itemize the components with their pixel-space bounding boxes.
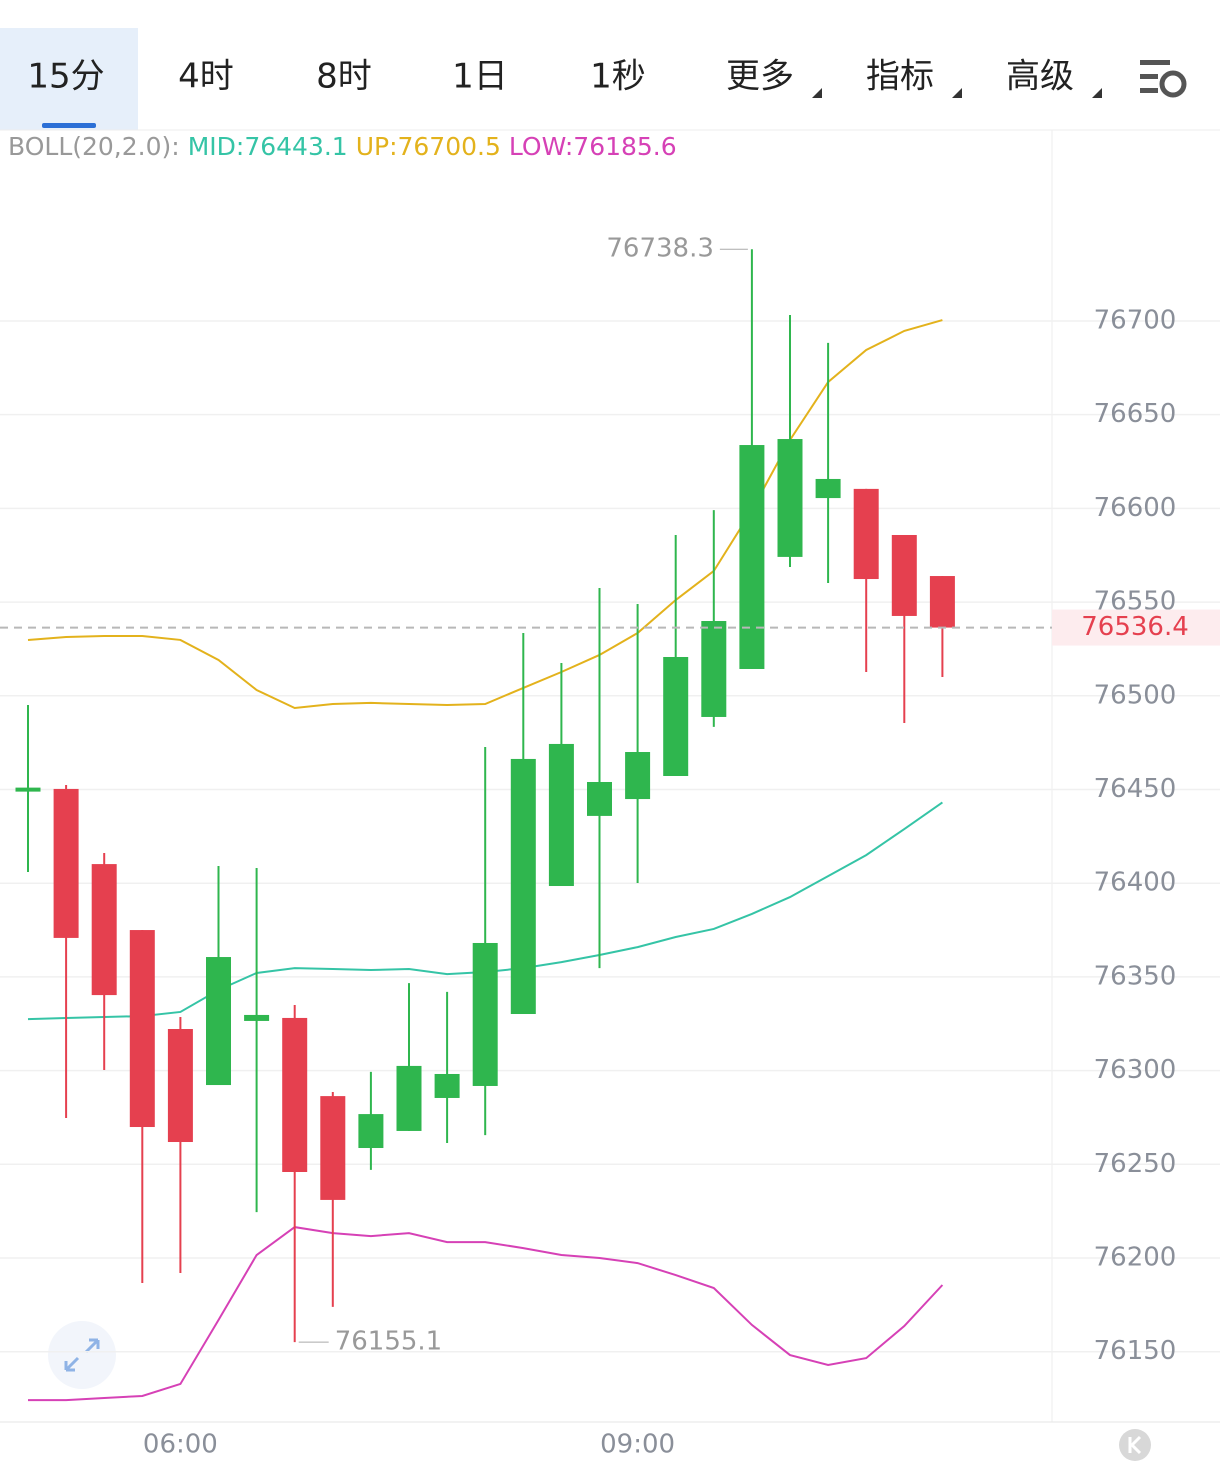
candle-body [701,621,727,717]
icon-gear [1159,70,1187,98]
candle-body [815,478,841,499]
candle-body [320,1096,346,1200]
candle-body [853,488,879,580]
tab[interactable]: 高级 [1006,57,1074,97]
last-price-label: 76536.4 [1081,612,1189,642]
icon-bar [1140,74,1158,79]
x-tick-label: 09:00 [600,1430,675,1460]
tab[interactable]: 8时 [316,57,372,97]
boll-line [28,1226,944,1402]
candle-body [739,445,765,669]
y-tick-label: 76500 [1094,680,1177,710]
legend-entry: UP:76700.5 [356,132,501,161]
candle-body [663,656,689,776]
active-tab-bg [0,28,138,130]
candle-body [472,942,498,1086]
tab[interactable]: 15分 [27,57,104,97]
candle-body [625,752,651,800]
y-tick-label: 76250 [1094,1149,1177,1179]
y-tick-label: 76600 [1094,493,1177,523]
boll-line [27,319,943,709]
y-tick-label: 76350 [1094,961,1177,991]
candle-body [129,930,155,1128]
candle-body [396,1065,422,1131]
candle-body [777,439,803,557]
candle-body [929,576,955,628]
logo-icon [1128,1435,1142,1455]
tab[interactable]: 1秒 [590,57,646,97]
expand-button[interactable] [48,1321,116,1389]
expand-icon [64,1338,100,1372]
candle-body [53,788,79,938]
high-label: 76738.3 [606,234,714,264]
candle-body [891,534,917,616]
tab[interactable]: 指标 [866,57,934,97]
y-tick-label: 76650 [1094,399,1177,429]
legend-title: BOLL(20,2.0): [8,132,180,161]
candle-body [206,957,231,1086]
y-tick-label: 76450 [1094,774,1177,804]
icon-bar [1140,88,1158,93]
candle-body [434,1073,460,1098]
y-tick-label: 76700 [1094,305,1177,335]
dropdown-arrow [1092,88,1102,98]
y-tick-label: 76200 [1094,1243,1177,1273]
candle-body [244,1014,270,1021]
candle-body [167,1029,193,1143]
tab[interactable]: 4时 [178,57,234,97]
candle-body [282,1017,308,1172]
legend-entry: MID:76443.1 [188,132,348,161]
logo-button[interactable] [1119,1429,1151,1461]
indicator-legend: BOLL(20,2.0): MID:76443.1 UP:76700.5 LOW:76… [8,132,677,161]
candle-body [15,787,41,792]
candle-body [358,1114,384,1149]
candle-body [510,758,536,1015]
y-tick-label: 76300 [1094,1055,1177,1085]
icon-bar [1140,60,1170,65]
x-tick-label: 06:00 [143,1430,218,1460]
legend-entry: LOW:76185.6 [509,132,677,161]
dropdown-arrow [812,88,822,98]
low-label: 76155.1 [335,1327,443,1357]
y-tick-label: 76150 [1094,1336,1177,1366]
tab[interactable]: 1日 [452,57,508,97]
candle-body [91,864,117,996]
y-tick-label: 76400 [1094,868,1177,898]
tab[interactable]: 更多 [726,57,794,97]
candle-body [548,743,574,887]
dropdown-arrow [952,88,962,98]
active-tab-indicator [42,123,96,128]
last-price-box [1052,609,1220,646]
candle-body [587,781,612,816]
settings-icon[interactable] [1140,60,1187,98]
